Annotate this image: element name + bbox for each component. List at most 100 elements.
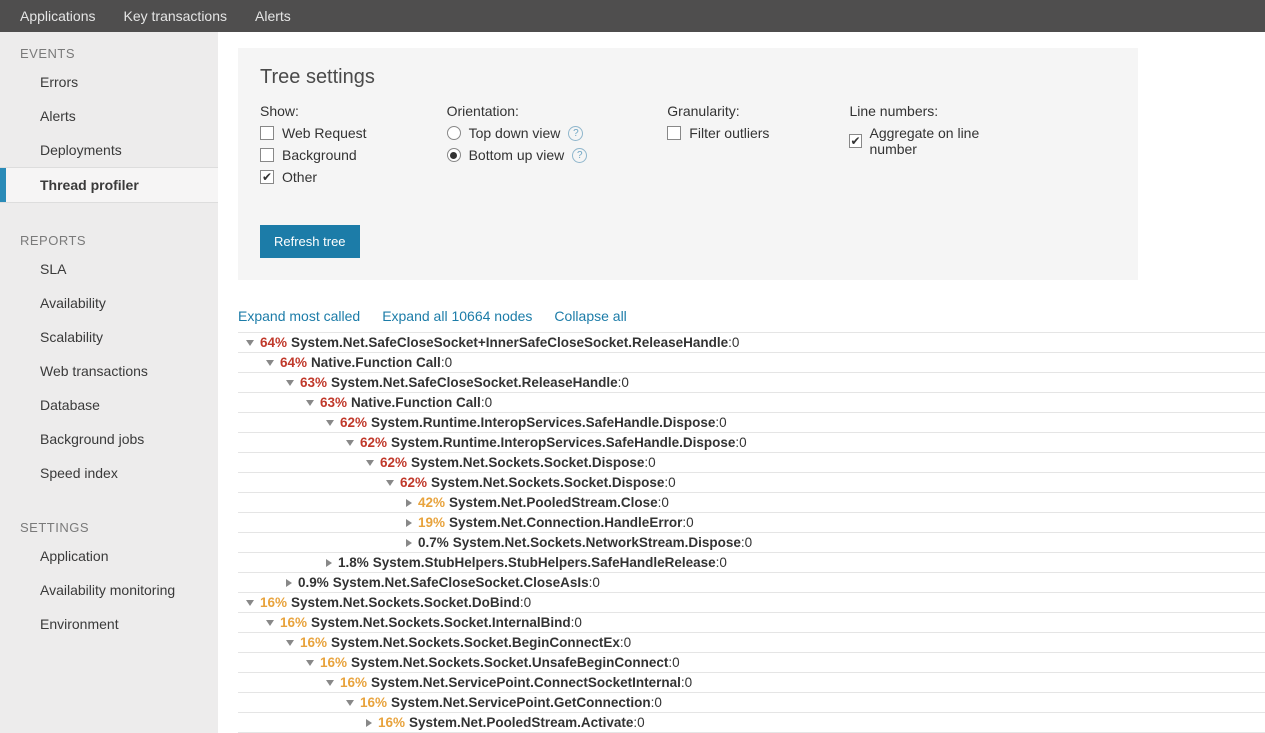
tree-node[interactable]: 16%System.Net.Sockets.Socket.DoBind :0 (238, 593, 1265, 613)
expand-all-link[interactable]: Expand all 10664 nodes (382, 308, 532, 324)
caret-down-icon[interactable] (326, 420, 334, 426)
sidebar-item[interactable]: Scalability (0, 320, 218, 354)
radio-option[interactable]: Top down view? (447, 125, 588, 141)
tree-node[interactable]: 62% System.Runtime.InteropServices.SafeHa… (238, 413, 1265, 433)
caret-right-icon[interactable] (366, 719, 372, 727)
checkbox-icon[interactable] (260, 148, 274, 162)
tree-node[interactable]: 62%System.Net.Sockets.Socket.Dispose :0 (238, 453, 1265, 473)
checkbox-option[interactable]: Web Request (260, 125, 367, 141)
tree-node-name: System.Net.Sockets.Socket.DoBind (291, 595, 520, 610)
tree-node[interactable]: 63%Native.Function Call :0 (238, 393, 1265, 413)
tree-node-percent: 64% (280, 355, 307, 370)
caret-down-icon[interactable] (366, 460, 374, 466)
topbar-item[interactable]: Applications (20, 8, 96, 24)
tree-node-name: System.Runtime.InteropServices.SafeHandl… (371, 415, 715, 430)
tree-node[interactable]: 16%System.Net.Sockets.Socket.BeginConnec… (238, 633, 1265, 653)
tree-node[interactable]: 0.7%System.Net.Sockets.NetworkStream.Dis… (238, 533, 1265, 553)
tree-node[interactable]: 0.9%System.Net.SafeCloseSocket.CloseAsIs… (238, 573, 1265, 593)
tree-node[interactable]: 16%System.Net.Sockets.Socket.InternalBin… (238, 613, 1265, 633)
tree-node[interactable]: 64%Native.Function Call :0 (238, 353, 1265, 373)
checkbox-option[interactable]: Filter outliers (667, 125, 769, 141)
collapse-all-link[interactable]: Collapse all (554, 308, 626, 324)
sidebar-section-title: REPORTS (0, 227, 218, 252)
sidebar-item[interactable]: Errors (0, 65, 218, 99)
sidebar-item[interactable]: Background jobs (0, 422, 218, 456)
sidebar-item[interactable]: Environment (0, 607, 218, 641)
sidebar-item[interactable]: Availability (0, 286, 218, 320)
caret-right-icon[interactable] (286, 579, 292, 587)
tree-node[interactable]: 16%System.Net.ServicePoint.ConnectSocket… (238, 673, 1265, 693)
radio-icon[interactable] (447, 126, 461, 140)
caret-right-icon[interactable] (406, 499, 412, 507)
sidebar-item[interactable]: SLA (0, 252, 218, 286)
sidebar-item[interactable]: Availability monitoring (0, 573, 218, 607)
sidebar-item[interactable]: Web transactions (0, 354, 218, 388)
tree-node-percent: 19% (418, 515, 445, 530)
checkbox-icon[interactable]: ✔ (260, 170, 274, 184)
tree-node-percent: 16% (300, 635, 327, 650)
tree-node[interactable]: 62%System.Net.Sockets.Socket.Dispose :0 (238, 473, 1265, 493)
caret-down-icon[interactable] (246, 600, 254, 606)
tree-node[interactable]: 1.8%System.StubHelpers.StubHelpers.SafeH… (238, 553, 1265, 573)
caret-down-icon[interactable] (306, 660, 314, 666)
tree-node[interactable]: 19%System.Net.Connection.HandleError :0 (238, 513, 1265, 533)
caret-down-icon[interactable] (386, 480, 394, 486)
tree-node-name: System.Runtime.InteropServices.SafeHandl… (391, 435, 735, 450)
help-icon[interactable]: ? (568, 126, 583, 141)
caret-down-icon[interactable] (346, 440, 354, 446)
caret-down-icon[interactable] (266, 620, 274, 626)
caret-down-icon[interactable] (286, 640, 294, 646)
caret-down-icon[interactable] (306, 400, 314, 406)
caret-down-icon[interactable] (326, 680, 334, 686)
settings-col-orientation: Orientation: Top down view?Bottom up vie… (447, 103, 588, 191)
expand-most-called-link[interactable]: Expand most called (238, 308, 360, 324)
settings-title: Tree settings (260, 66, 1116, 89)
tree-node-percent: 63% (300, 375, 327, 390)
sidebar-item[interactable]: Speed index (0, 456, 218, 490)
tree-node-name: System.Net.SafeCloseSocket+InnerSafeClos… (291, 335, 728, 350)
show-label: Show: (260, 103, 367, 119)
radio-icon[interactable] (447, 148, 461, 162)
checkbox-option[interactable]: Background (260, 147, 367, 163)
tree-node[interactable]: 16%System.Net.Sockets.Socket.UnsafeBegin… (238, 653, 1265, 673)
tree-node[interactable]: 62%System.Runtime.InteropServices.SafeHa… (238, 433, 1265, 453)
topbar-item[interactable]: Key transactions (124, 8, 228, 24)
tree-node-suffix: :0 (620, 635, 631, 650)
sidebar-section-title: SETTINGS (0, 514, 218, 539)
tree-node-name: Native.Function Call (351, 395, 481, 410)
tree-node[interactable]: 16%System.Net.PooledStream.Activate :0 (238, 713, 1265, 733)
tree-node[interactable]: 16%System.Net.ServicePoint.GetConnection… (238, 693, 1265, 713)
sidebar-item[interactable]: Application (0, 539, 218, 573)
sidebar-item[interactable]: Deployments (0, 133, 218, 167)
sidebar-item[interactable]: Alerts (0, 99, 218, 133)
caret-down-icon[interactable] (246, 340, 254, 346)
tree-node-name: System.Net.SafeCloseSocket.CloseAsIs (333, 575, 589, 590)
refresh-tree-button[interactable]: Refresh tree (260, 225, 360, 258)
settings-col-granularity: Granularity: Filter outliers (667, 103, 769, 191)
tree-node[interactable]: 64%System.Net.SafeCloseSocket+InnerSafeC… (238, 333, 1265, 353)
caret-right-icon[interactable] (406, 539, 412, 547)
tree-node-name: System.StubHelpers.StubHelpers.SafeHandl… (373, 555, 716, 570)
caret-down-icon[interactable] (266, 360, 274, 366)
tree-node-suffix: :0 (644, 455, 655, 470)
sidebar-item[interactable]: Database (0, 388, 218, 422)
checkbox-option[interactable]: ✔Aggregate on line number (849, 125, 989, 157)
checkbox-icon[interactable]: ✔ (849, 134, 861, 148)
caret-right-icon[interactable] (326, 559, 332, 567)
option-label: Top down view (469, 125, 561, 141)
tree-node-percent: 16% (260, 595, 287, 610)
topbar-item[interactable]: Alerts (255, 8, 291, 24)
tree-node[interactable]: 63%System.Net.SafeCloseSocket.ReleaseHan… (238, 373, 1265, 393)
tree-node-percent: 62% (340, 415, 367, 430)
radio-option[interactable]: Bottom up view? (447, 147, 588, 163)
help-icon[interactable]: ? (572, 148, 587, 163)
tree-node-suffix: :0 (633, 715, 644, 730)
tree-node[interactable]: 42%System.Net.PooledStream.Close :0 (238, 493, 1265, 513)
checkbox-icon[interactable] (260, 126, 274, 140)
checkbox-icon[interactable] (667, 126, 681, 140)
tree-node-suffix: :0 (664, 475, 675, 490)
sidebar-item[interactable]: Thread profiler (0, 167, 218, 203)
checkbox-option[interactable]: ✔Other (260, 169, 367, 185)
caret-right-icon[interactable] (406, 519, 412, 527)
caret-down-icon[interactable] (286, 380, 294, 386)
